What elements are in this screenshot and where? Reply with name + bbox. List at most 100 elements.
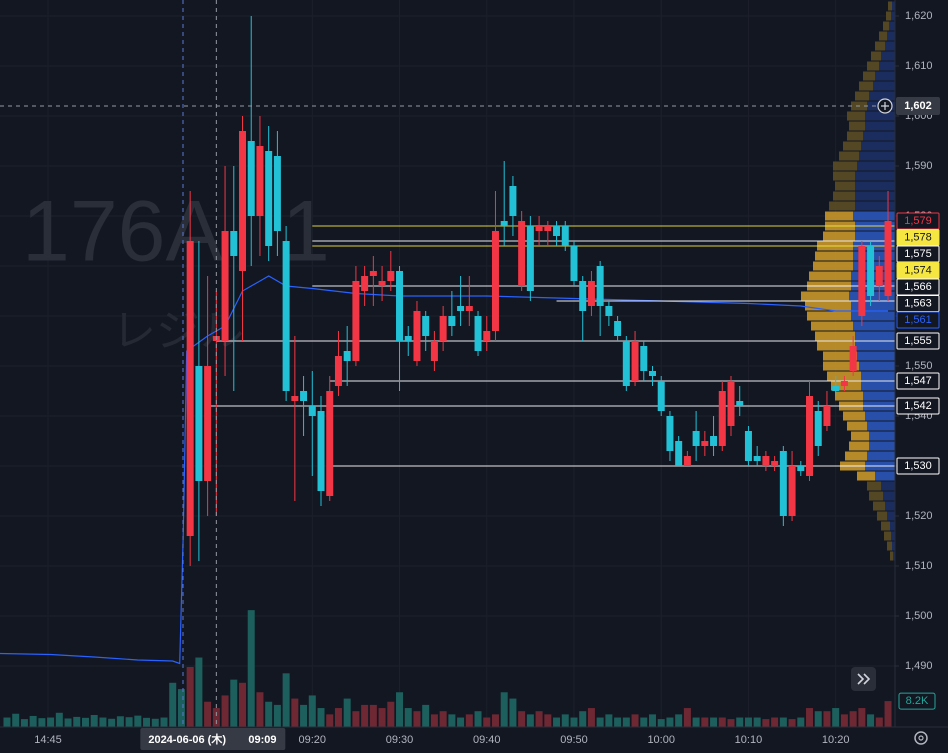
profile-down — [857, 161, 895, 171]
settings-button[interactable] — [914, 731, 928, 745]
volume-label-box — [898, 692, 936, 710]
candle-body — [858, 246, 866, 316]
profile-up — [881, 521, 890, 531]
volume-bar — [90, 715, 98, 727]
profile-down — [885, 41, 895, 51]
x-tick-label: 09:50 — [560, 734, 588, 746]
volume-bar — [771, 717, 779, 727]
profile-down — [881, 481, 895, 491]
volume-bar — [814, 711, 822, 727]
profile-down — [855, 341, 895, 351]
level-label: 1,563 — [904, 297, 932, 309]
volume-bar — [151, 718, 159, 727]
candle-body — [352, 281, 360, 361]
profile-up — [886, 11, 891, 21]
candle-body — [535, 226, 543, 231]
candle-body — [239, 131, 247, 271]
volume-bar — [143, 717, 151, 727]
candle-body — [788, 466, 796, 516]
profile-down — [855, 191, 895, 201]
profile-up — [801, 291, 849, 301]
candle-body — [640, 346, 648, 371]
candle-body — [291, 396, 299, 401]
volume-bar — [587, 708, 595, 727]
candle-body — [457, 306, 465, 311]
level-label: 1,579 — [904, 215, 932, 227]
profile-down — [855, 231, 895, 241]
level-label: 1,578 — [904, 231, 932, 243]
volume-bar — [579, 711, 587, 727]
level-label: 1,574 — [904, 264, 932, 276]
candle-body — [500, 221, 508, 226]
volume-bar — [256, 692, 264, 727]
scroll-icon — [857, 673, 871, 685]
profile-down — [869, 91, 895, 101]
volume-bar — [867, 714, 875, 727]
profile-down — [875, 471, 895, 481]
volume-bar — [3, 717, 11, 727]
profile-up — [855, 91, 869, 101]
volume-bar — [230, 679, 238, 727]
level-label: 1,542 — [904, 400, 932, 412]
volume-bar — [12, 713, 20, 727]
volume-bar — [718, 717, 726, 727]
x-tick-label: 09:40 — [473, 734, 501, 746]
volume-bar — [465, 714, 473, 727]
profile-up — [807, 311, 851, 321]
candle-body — [692, 431, 700, 446]
candle-body — [186, 241, 194, 536]
volume-bar — [29, 715, 37, 727]
candle-body — [657, 381, 665, 411]
candle-body — [273, 156, 281, 231]
volume-bar — [875, 717, 883, 727]
profile-down — [887, 511, 895, 521]
x-tick-label: 10:20 — [822, 734, 850, 746]
profile-down — [865, 121, 895, 131]
profile-up — [883, 21, 889, 31]
profile-down — [855, 181, 895, 191]
profile-up — [813, 261, 853, 271]
candle-body — [614, 321, 622, 336]
volume-bar — [204, 701, 212, 727]
volume-bar — [762, 719, 770, 727]
candle-body — [256, 146, 264, 216]
y-tick-label: 1,500 — [905, 610, 933, 622]
profile-down — [883, 491, 895, 501]
candle-body — [369, 271, 377, 276]
profile-up — [823, 361, 859, 371]
candle-body — [622, 341, 630, 386]
volume-bar — [701, 717, 709, 727]
profile-up — [835, 391, 863, 401]
candle-body — [378, 281, 386, 286]
profile-up — [833, 171, 855, 181]
settings-icon[interactable] — [914, 731, 928, 745]
level-label: 1,555 — [904, 335, 932, 347]
profile-up — [863, 71, 875, 81]
volume-bar — [352, 711, 360, 727]
candle-body — [282, 241, 290, 391]
profile-down — [873, 81, 895, 91]
volume-bar — [640, 717, 648, 727]
volume-bar — [840, 714, 848, 727]
profile-down — [853, 321, 895, 331]
profile-up — [805, 301, 851, 311]
volume-bar — [404, 708, 412, 727]
profile-up — [809, 271, 851, 281]
volume-bar — [614, 717, 622, 727]
volume-bar — [73, 716, 81, 727]
candle-body — [509, 186, 517, 216]
profile-up — [811, 321, 853, 331]
level-label: 1,530 — [904, 460, 932, 472]
profile-down — [863, 131, 895, 141]
volume-bar — [317, 708, 325, 727]
scroll-button[interactable] — [851, 667, 876, 691]
candle-body — [491, 231, 499, 331]
volume-bar — [884, 701, 892, 727]
level-label-box — [896, 311, 940, 329]
volume-bar — [369, 704, 377, 727]
profile-down — [855, 201, 895, 211]
profile-down — [887, 31, 895, 41]
volume-bar — [692, 717, 700, 727]
profile-up — [835, 181, 855, 191]
